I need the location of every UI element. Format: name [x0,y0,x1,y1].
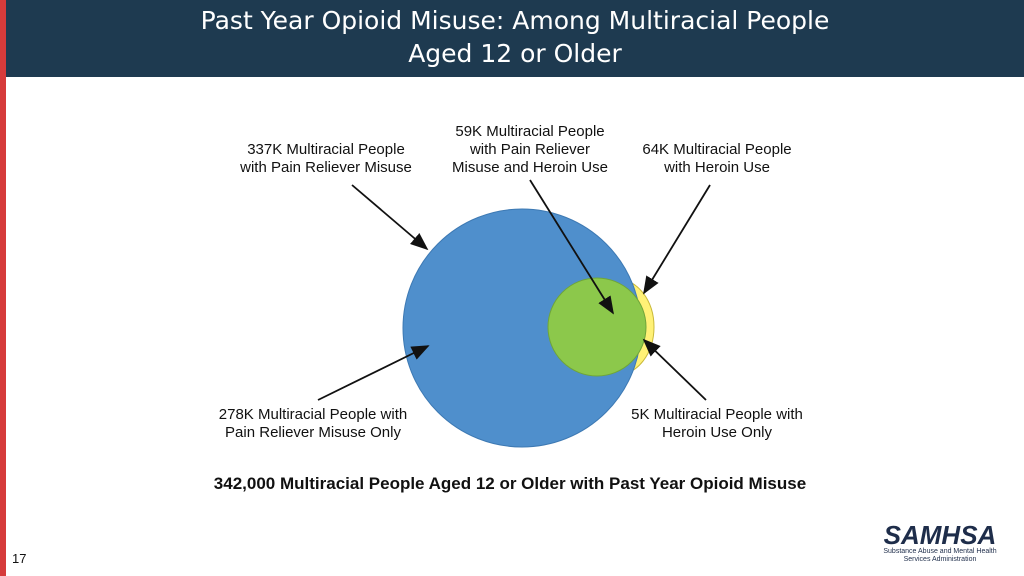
label-pain-reliever-misuse: 337K Multiracial People with Pain Reliev… [240,141,412,176]
label-heroin-use: 64K Multiracial People with Heroin Use [642,141,792,176]
arrow-heroin-use [643,184,711,295]
arrow-heroin-only [642,338,707,401]
summary-caption: 342,000 Multiracial People Aged 12 or Ol… [213,474,807,493]
slide-title-line1: Past Year Opioid Misuse: Among Multiraci… [200,6,830,35]
label-pain-reliever-only: 278K Multiracial People with Pain Reliev… [218,406,408,441]
arrow-both [529,179,614,315]
page-number: 17 [12,551,27,566]
logo-subtitle-line1: Substance Abuse and Mental Health [883,548,997,555]
accent-bar [0,0,6,576]
label-heroin-only: 5K Multiracial People with Heroin Use On… [631,406,803,441]
slide-title-line2: Aged 12 or Older [408,39,622,68]
slide-header: Past Year Opioid Misuse: Among Multiraci… [6,0,1024,77]
both-overlap-circle [547,277,647,377]
logo-wordmark: SAMHSA [883,520,997,550]
label-both: 59K Multiracial People with Pain Relieve… [452,123,608,176]
arrow-pain-reliever-misuse [351,184,429,251]
samhsa-logo: SAMHSA Substance Abuse and Mental Health… [880,522,1000,564]
arrow-pain-reliever-only [317,345,430,401]
logo-subtitle-line2: Services Administration [903,556,977,563]
